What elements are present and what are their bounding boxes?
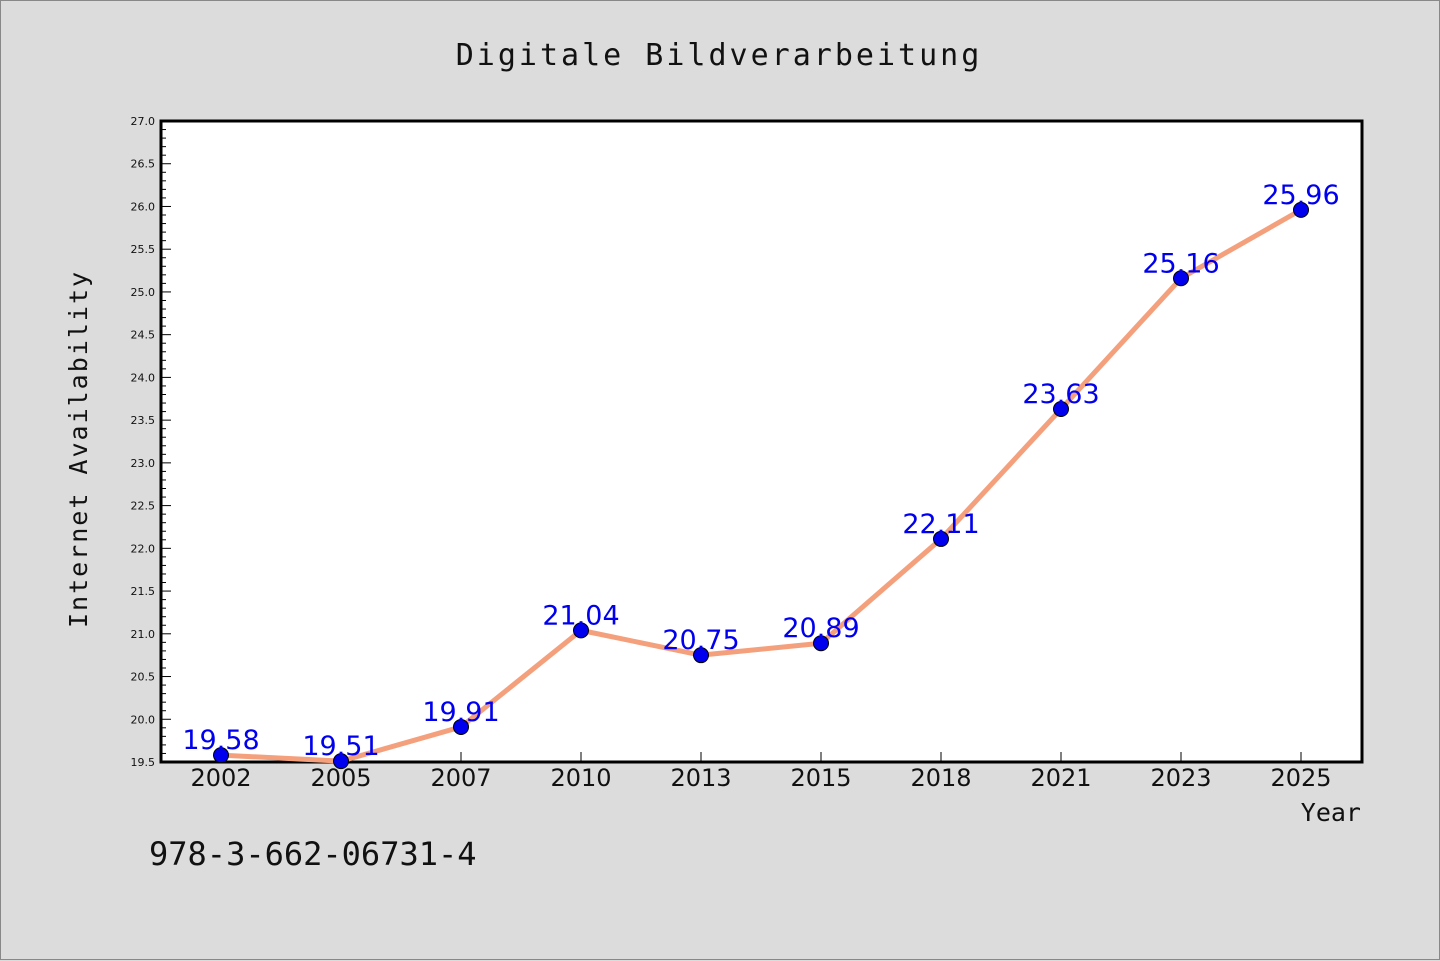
y-axis: 19.5 20.0 20.5 21.0 21.5 22.0 22.5 23.0 23.5 24.0… [131, 115, 171, 769]
data-label: 22.11 [902, 509, 979, 540]
data-point [813, 635, 829, 652]
y-tick-label: 23.5 [131, 414, 156, 427]
series-line [218, 207, 1304, 764]
data-label: 25.16 [1142, 248, 1219, 279]
data-label: 23.63 [1022, 379, 1099, 410]
data-point [1293, 201, 1309, 218]
y-tick-label: 20.5 [131, 671, 156, 684]
data-label: 21.04 [542, 600, 619, 631]
y-tick-label: 21.0 [131, 628, 156, 641]
plot-area [159, 119, 1364, 764]
data-point [333, 753, 349, 770]
data-point [693, 647, 709, 664]
data-point [213, 747, 229, 764]
x-tick-label: 2021 [1030, 764, 1091, 792]
y-tick-label: 23.0 [131, 457, 156, 470]
chart-title: Digitale Bildverarbeitung [456, 38, 983, 73]
x-tick-label: 2023 [1150, 764, 1211, 792]
x-tick-label: 2015 [790, 764, 851, 792]
data-point [1053, 401, 1069, 418]
y-tick-label: 19.5 [131, 756, 156, 769]
data-point [1173, 270, 1189, 287]
y-tick-label: 25.5 [131, 243, 156, 256]
data-label: 25.96 [1262, 180, 1339, 211]
x-tick-label: 2018 [910, 764, 971, 792]
y-tick-label: 24.0 [131, 371, 156, 384]
x-axis-label: Year [1301, 798, 1361, 827]
y-tick-label: 20.0 [131, 713, 156, 726]
y-tick-label: 24.5 [131, 329, 156, 342]
series-layer: 19.58 19.51 19.91 21.04 20.75 20.89 22.11 23.63… [182, 180, 1340, 770]
data-label: 20.89 [782, 613, 859, 644]
data-label: 20.75 [662, 625, 739, 656]
footer-note: 978-3-662-06731-4 [149, 835, 477, 873]
data-point [933, 530, 949, 547]
data-label: 19.51 [302, 731, 379, 762]
y-tick-label: 21.5 [131, 585, 156, 598]
data-point [573, 622, 589, 639]
x-tick-label: 2002 [190, 764, 251, 792]
y-tick-label: 25.0 [131, 286, 156, 299]
x-tick-label: 2025 [1270, 764, 1331, 792]
x-tick-label: 2013 [670, 764, 731, 792]
data-label: 19.91 [422, 697, 499, 728]
data-point [453, 718, 469, 735]
y-tick-label: 22.0 [131, 542, 156, 555]
y-tick-label: 26.5 [131, 158, 156, 171]
x-tick-label: 2007 [430, 764, 491, 792]
x-axis: 2002 2005 2007 2010 2013 2015 2018 2021 2023 2025 [190, 752, 1332, 792]
y-axis-label: Internet Availability [64, 270, 93, 628]
data-label: 19.58 [182, 725, 259, 756]
y-tick-label: 26.0 [131, 200, 156, 213]
y-tick-label: 22.5 [131, 500, 156, 513]
x-tick-label: 2010 [550, 764, 611, 792]
y-tick-label: 27.0 [131, 115, 156, 128]
